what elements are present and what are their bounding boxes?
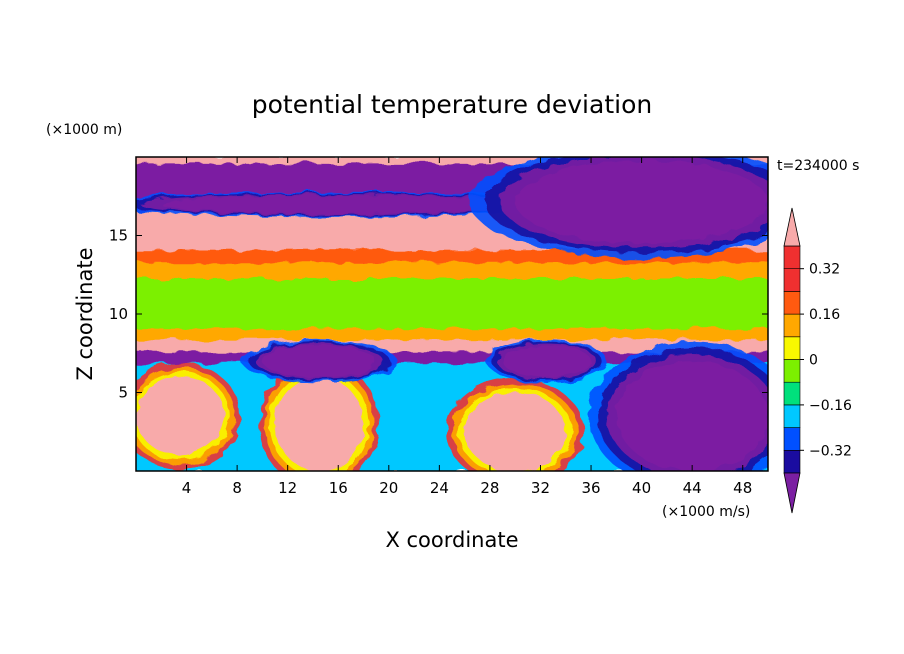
feature-core xyxy=(515,160,768,244)
colorbar-segment xyxy=(783,268,801,292)
colorbar-segment xyxy=(783,245,801,270)
colorbar-label: 0.32 xyxy=(809,262,840,278)
contour-field xyxy=(136,157,768,471)
x-tick-label: 12 xyxy=(278,479,297,497)
y-axis-ticks: 5 10 15 xyxy=(109,227,768,402)
x-unit-label: (×1000 m/s) xyxy=(662,504,750,520)
field-layer-8 xyxy=(136,328,768,342)
colorbar-segment xyxy=(783,427,801,451)
colorbar-segment xyxy=(783,449,801,474)
feature-core xyxy=(275,376,364,471)
y-tick-label: 10 xyxy=(109,305,128,323)
feature-lower-warm-plume-2 xyxy=(446,378,584,471)
feature-lower-cold-right xyxy=(589,341,768,471)
colorbar-segment xyxy=(783,291,801,315)
y-axis-title: Z coordinate xyxy=(73,247,97,380)
feature-upper-cold-right xyxy=(469,157,768,259)
x-tick-label: 48 xyxy=(733,479,752,497)
x-tick-label: 32 xyxy=(531,479,550,497)
colorbar-segment xyxy=(783,336,801,360)
colorbar-label: 0.16 xyxy=(809,307,840,323)
colorbar-segment xyxy=(783,313,801,338)
colorbar-label: −0.32 xyxy=(809,443,852,459)
colorbar-segment xyxy=(783,381,801,406)
feature-core xyxy=(616,361,768,471)
field-layer-5 xyxy=(136,262,768,281)
colorbar-label: −0.16 xyxy=(809,398,852,414)
field-layer-6 xyxy=(136,278,768,292)
colorbar-extend-top xyxy=(783,207,801,247)
x-tick-label: 36 xyxy=(581,479,600,497)
field-layer-7 xyxy=(136,289,768,331)
feature-core xyxy=(464,392,566,471)
x-tick-label: 16 xyxy=(329,479,348,497)
x-tick-label: 40 xyxy=(632,479,651,497)
feature-core xyxy=(262,345,377,377)
chart-title: potential temperature deviation xyxy=(252,90,652,119)
feature-cold-dome-2 xyxy=(486,339,607,383)
feature-core xyxy=(502,345,592,377)
colorbar: 0.32 0.16 0 −0.16 −0.32 xyxy=(783,207,852,514)
x-tick-label: 8 xyxy=(232,479,242,497)
colorbar-segment xyxy=(783,359,801,383)
x-axis-title: X coordinate xyxy=(385,528,518,552)
y-tick-label: 15 xyxy=(109,227,128,245)
x-tick-label: 44 xyxy=(683,479,702,497)
feature-upper-cold-blob xyxy=(136,191,579,217)
colorbar-label: 0 xyxy=(809,353,818,369)
field-features xyxy=(136,157,768,471)
x-tick-label: 4 xyxy=(182,479,192,497)
x-axis-ticks: 4 8 12 16 20 24 28 32 36 40 44 48 xyxy=(182,157,752,497)
feature-cold-dome-1 xyxy=(241,339,397,383)
x-tick-label: 24 xyxy=(430,479,449,497)
colorbar-segment xyxy=(783,404,801,428)
feature-core xyxy=(161,194,516,214)
time-label: t=234000 s xyxy=(777,158,859,174)
field-layer-0 xyxy=(136,157,768,166)
feature-lower-warm-plume-1 xyxy=(259,359,380,471)
feature-core xyxy=(136,376,225,456)
colorbar-extend-bottom xyxy=(783,472,801,514)
x-tick-label: 28 xyxy=(480,479,499,497)
feature-lower-warm-left xyxy=(136,362,241,470)
x-tick-label: 20 xyxy=(379,479,398,497)
y-tick-label: 5 xyxy=(118,384,128,402)
y-unit-label: (×1000 m) xyxy=(46,122,122,138)
